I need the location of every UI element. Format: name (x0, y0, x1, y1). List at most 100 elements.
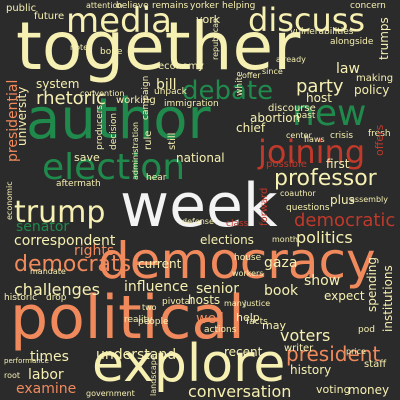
word-campaign: campaign (141, 75, 151, 120)
word-already: already (276, 55, 306, 64)
word-party: party (296, 76, 344, 97)
word-professor: professor (274, 166, 377, 191)
word-two: two (142, 303, 157, 312)
word-spending: spending (365, 256, 379, 312)
word-discuss: discuss (248, 1, 366, 39)
word-understand: understand (96, 347, 177, 363)
word-book: book (264, 283, 299, 299)
word-concern: concern (350, 1, 386, 11)
word-may: may (262, 319, 286, 332)
word-rule: rule (143, 130, 154, 150)
word-joining: joining (258, 133, 366, 171)
word-staff: staff (364, 359, 387, 370)
word-mandate: mandate (30, 267, 66, 276)
word-writer: writer (284, 343, 314, 354)
word-making: making (356, 73, 394, 84)
word-current: current (138, 257, 182, 271)
word-actions: actions (204, 325, 237, 335)
word-possible: possible (266, 159, 307, 170)
word-bill: bill (156, 77, 177, 93)
word-flaws: flaws (304, 135, 325, 144)
word-political: political (10, 283, 245, 353)
word-remains: remains (152, 1, 189, 11)
word-democracy: democracy (98, 232, 376, 290)
word-notes: notes (70, 43, 93, 52)
word-working: working (116, 95, 156, 106)
word-influence: influence (124, 279, 189, 295)
word-performance: performance (4, 357, 49, 365)
word-trump: trump (14, 195, 106, 230)
word-election: election (42, 147, 186, 188)
word-rights: rights (74, 243, 115, 259)
word-policy: policy (354, 83, 390, 97)
word-aftermath: aftermath (56, 179, 101, 189)
word-future: future (34, 11, 65, 22)
word-media: media (66, 1, 172, 41)
word-historic: historic (4, 293, 38, 303)
word-drop: drop (46, 293, 67, 303)
word-justice: justice (244, 299, 271, 308)
word-hear: hear (146, 173, 167, 183)
word-law: law (336, 61, 360, 77)
word-examine: examine (16, 381, 77, 397)
word-fresh: fresh (368, 129, 391, 139)
word-alongside: alongside (330, 37, 374, 47)
word-people: people (138, 317, 169, 327)
word-republican: republican (211, 17, 220, 60)
word-well: well (196, 311, 224, 327)
word-immigration: immigration (164, 99, 219, 109)
word-past: past (296, 111, 316, 121)
word-challenges: challenges (14, 280, 100, 299)
word-gaza: gaza (264, 255, 298, 271)
word-conversation: conversation (188, 382, 292, 400)
word-labor: labor (28, 367, 64, 383)
word-unpack: unpack (154, 87, 187, 97)
word-economic: economic (5, 181, 14, 220)
word-month: month (272, 235, 298, 244)
word-institutions: institutions (381, 265, 395, 332)
word-administration: administration (131, 121, 140, 180)
word-plus: plus (330, 193, 355, 207)
word-offers: offers (373, 124, 386, 156)
word-democrats: democrats (14, 252, 132, 277)
word-president: president (286, 342, 381, 366)
word-helping: helping (222, 1, 256, 11)
word-expect: expect (324, 289, 365, 303)
word-times: times (30, 349, 69, 365)
word-rhetoric: rhetoric (36, 88, 106, 109)
word-crisis: crisis (330, 131, 354, 141)
word-voting: voting (316, 383, 351, 396)
word-house: house (234, 253, 262, 263)
word-together: together (16, 8, 301, 85)
word-believe: believe (116, 1, 149, 11)
word-save: save (74, 151, 100, 164)
word-national: national (176, 151, 225, 165)
word-author: author (26, 87, 211, 152)
word-yorker: yorker (190, 1, 219, 11)
word-senator: senator (16, 219, 70, 235)
word-chief: chief (236, 121, 266, 135)
word-money: money (348, 383, 390, 397)
word-discourse: discourse (268, 103, 316, 114)
word-voters: voters (280, 326, 331, 345)
word-offer: offer (242, 71, 261, 80)
word-forward: forward (259, 187, 270, 226)
word-history: history (290, 363, 332, 377)
word-coauthor: coauthor (280, 189, 316, 198)
word-root: root (4, 371, 21, 380)
word-still: still (167, 132, 178, 150)
word-facts: facts (246, 317, 268, 327)
word-questions: questions (286, 203, 330, 213)
word-vulnerabilities: vulnerabilities (290, 27, 354, 37)
word-workers: workers (232, 269, 264, 278)
word-economy: economy (158, 61, 204, 72)
word-white: white (235, 71, 245, 96)
word-politics: politics (296, 228, 353, 247)
word-bone: bone (100, 47, 123, 57)
word-price: price (346, 347, 366, 356)
word-recent: recent (224, 345, 263, 359)
word-producers: producers (95, 104, 105, 150)
word-abortion: abortion (250, 111, 301, 125)
word-class: class (226, 219, 249, 229)
